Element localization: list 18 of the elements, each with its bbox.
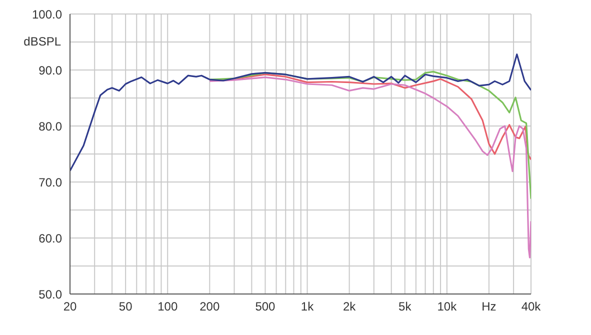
y-tick-label: 50.0 xyxy=(38,287,62,302)
x-tick-label: 1k xyxy=(300,300,315,314)
x-tick-label: 5k xyxy=(398,300,412,314)
y-tick-label: 100.0 xyxy=(32,7,62,22)
x-tick-label: 200 xyxy=(200,300,220,314)
x-tick-label: Hz xyxy=(482,300,496,314)
x-tick-label: 20 xyxy=(63,300,77,314)
y-tick-label: 60.0 xyxy=(38,231,62,246)
x-tick-label: 100 xyxy=(158,300,178,314)
x-tick-label: 10k xyxy=(437,300,458,314)
x-tick-label: 2k xyxy=(342,300,357,314)
x-tick-label: 50 xyxy=(118,300,133,314)
x-tick-label: 500 xyxy=(255,300,276,314)
y-axis-title: dBSPL xyxy=(24,34,62,49)
x-tick-label: 40k xyxy=(521,300,542,314)
y-tick-label: 80.0 xyxy=(38,119,62,134)
y-tick-label: 90.0 xyxy=(38,63,62,78)
y-tick-label: 70.0 xyxy=(38,175,62,190)
